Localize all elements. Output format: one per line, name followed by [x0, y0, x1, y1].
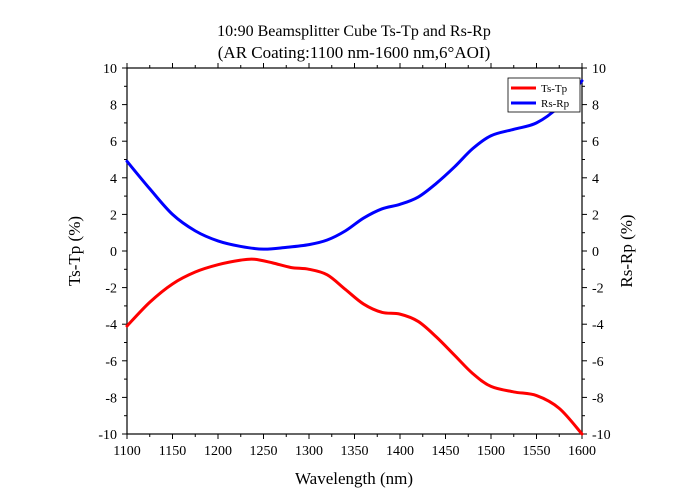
y-tick-label-left: 2: [110, 208, 117, 223]
x-tick-label: 1250: [250, 444, 278, 459]
series-line-rs-rp: [125, 79, 584, 251]
y-tick-label-left: -8: [105, 391, 117, 406]
y-tick-label-left: 8: [110, 99, 117, 114]
x-tick-label: 1150: [159, 444, 186, 459]
x-tick-label: 1300: [295, 444, 323, 459]
x-tick-label: 1450: [432, 444, 460, 459]
x-tick-label: 1200: [204, 444, 232, 459]
y-axis-label-left: Ts-Tp (%): [65, 216, 84, 286]
y-tick-label-right: -8: [592, 391, 604, 406]
y-tick-label-right: 8: [592, 99, 599, 114]
y-tick-label-left: 4: [110, 172, 117, 187]
y-axis-label-right: Rs-Rp (%): [617, 214, 636, 287]
y-tick-label-left: -2: [105, 282, 117, 297]
y-tick-label-left: 0: [110, 245, 117, 260]
series-line-ts-tp: [125, 257, 584, 436]
legend-entry: Rs-Rp: [541, 98, 570, 110]
y-tick-label-right: -6: [592, 355, 604, 370]
y-tick-label-left: -4: [105, 318, 117, 333]
y-tick-label-right: 4: [592, 172, 599, 187]
y-tick-label-right: 6: [592, 135, 599, 150]
chart-title: 10:90 Beamsplitter Cube Ts-Tp and Rs-Rp: [217, 23, 491, 40]
legend-box: [507, 77, 581, 113]
y-tick-label-left: 6: [110, 135, 117, 150]
plot-frame: [126, 67, 583, 435]
x-axis-label: Wavelength (nm): [295, 469, 413, 488]
plot-area: 1100 1150 1200 1250 1300 1350 1400 1450 1500 1550…: [98, 62, 610, 459]
x-tick-label: 1600: [568, 444, 596, 459]
y-tick-label-right: 0: [592, 245, 599, 260]
x-tick-label: 1500: [477, 444, 505, 459]
y-tick-label-left: -6: [105, 355, 117, 370]
y-tick-label-right: -4: [592, 318, 604, 333]
chart-subtitle: (AR Coating:1100 nm-1600 nm,6°AOI): [218, 43, 490, 62]
y-tick-label-right: 2: [592, 208, 599, 223]
legend-entry: Ts-Tp: [541, 83, 568, 95]
x-tick-label: 1350: [341, 444, 369, 459]
x-tick-label: 1400: [386, 444, 414, 459]
y-tick-label-left: -10: [98, 428, 117, 443]
y-tick-label-right: 10: [592, 62, 606, 77]
y-tick-label-right: -10: [592, 428, 611, 443]
y-tick-label-left: 10: [103, 62, 117, 77]
x-tick-label: 1550: [523, 444, 551, 459]
y-tick-label-right: -2: [592, 282, 604, 297]
x-tick-label: 1100: [113, 444, 140, 459]
